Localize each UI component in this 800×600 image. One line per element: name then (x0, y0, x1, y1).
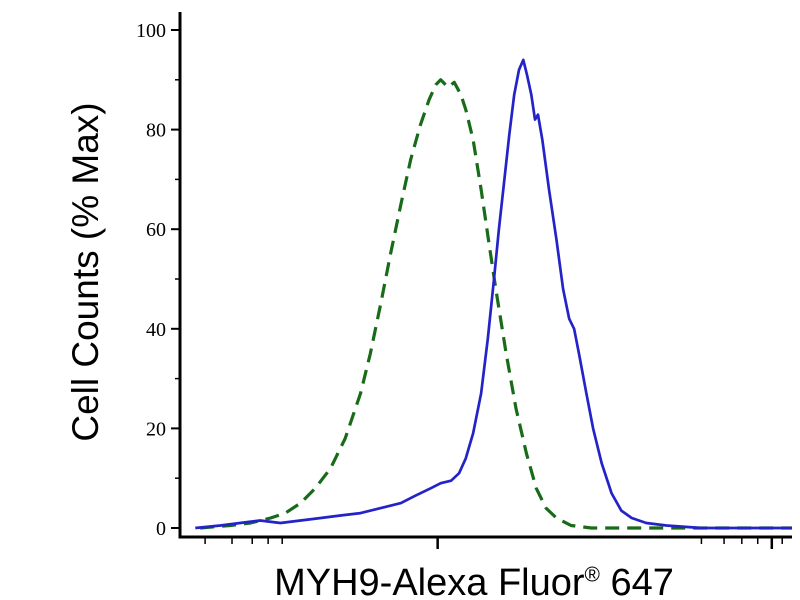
registered-trademark-symbol: ® (584, 563, 600, 587)
x-axis-title-main: MYH9-Alexa Fluor (274, 562, 585, 600)
dashed-green-curve (200, 78, 792, 530)
y-tick-label: 0 (156, 518, 166, 540)
y-tick-label: 60 (146, 219, 166, 241)
y-tick-label: 80 (146, 120, 166, 142)
solid-blue-curve (195, 58, 792, 530)
y-tick-label: 100 (136, 20, 166, 42)
x-axis-title-suffix: 647 (599, 562, 674, 600)
y-tick-label: 20 (146, 418, 166, 440)
x-axis-title: MYH9-Alexa Fluor® 647 (274, 562, 674, 600)
y-tick-label: 40 (146, 319, 166, 341)
